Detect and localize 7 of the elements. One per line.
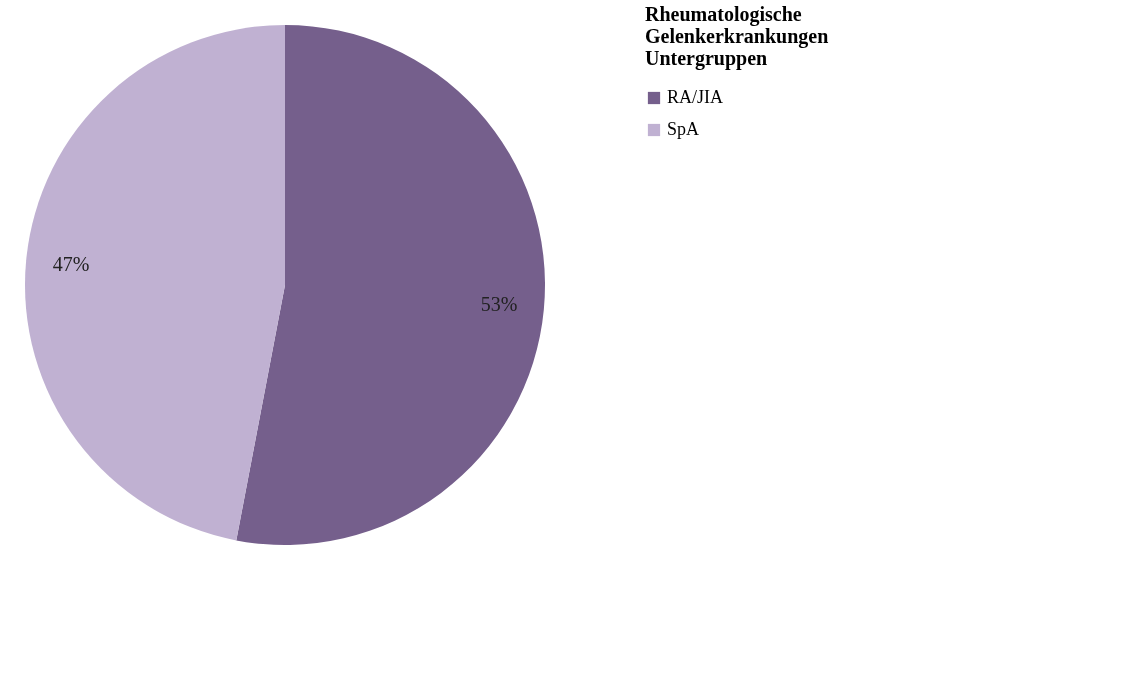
pie-slice xyxy=(25,25,285,541)
data-label: 53% xyxy=(480,293,518,316)
pie-slice xyxy=(236,25,545,545)
legend-title: Rheumatologische Gelenkerkrankungen Untergruppen xyxy=(645,3,829,70)
data-label: 47% xyxy=(52,252,90,275)
legend-label: RA/JIA xyxy=(667,87,724,107)
legend-label: SpA xyxy=(667,119,700,139)
